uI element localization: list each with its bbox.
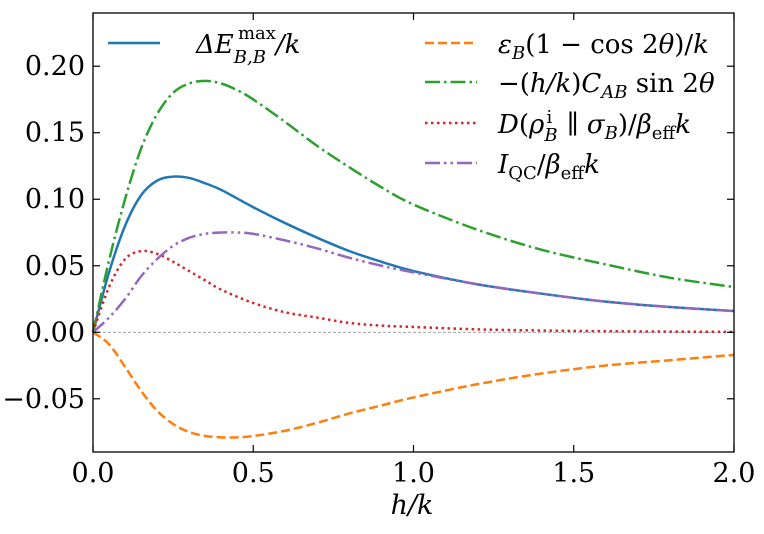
y-tick-label: 0.05 <box>25 251 85 282</box>
legend-label-epsilon: εB(1 − cos 2θ)/k <box>498 30 709 64</box>
series-line-coupling <box>91 79 735 333</box>
legend-label-iqc: IQC/βeffk <box>497 150 600 184</box>
series-line-iqc <box>92 231 735 334</box>
x-tick-label: 1.5 <box>552 458 595 489</box>
series-line-divergence <box>91 249 735 334</box>
y-tick-label: 0.20 <box>25 51 85 82</box>
legend-label-delta-e: ΔEB,Bmax/k <box>195 23 300 68</box>
legend-label-coupling: −(h/k)CAB sin 2θ <box>498 69 715 103</box>
legend-label-divergence: D(ρBi ∥ σB)/βeffk <box>497 107 691 146</box>
tick-layer: 0.0 0.5 1.0 1.5 2.0 −0.05 0.00 0.05 0.10 0.15 0.20 <box>2 13 755 489</box>
y-tick-label: 0.10 <box>25 184 85 215</box>
y-tick-label: 0.00 <box>25 317 85 348</box>
series-line-epsilon <box>92 331 735 439</box>
x-tick-label: 0.5 <box>232 458 275 489</box>
x-tick-label: 1.0 <box>392 458 435 489</box>
x-tick-label: 2.0 <box>713 458 756 489</box>
y-tick-label: 0.15 <box>25 118 85 149</box>
y-tick-label: −0.05 <box>2 384 85 415</box>
x-tick-label: 0.0 <box>72 458 115 489</box>
legend: ΔEB,Bmax/k εB(1 − cos 2θ)/k −(h/k)CAB si… <box>108 23 715 184</box>
x-axis-label: h/k <box>391 490 434 521</box>
series-layer <box>91 79 735 439</box>
series-line-delta-e <box>91 175 735 333</box>
